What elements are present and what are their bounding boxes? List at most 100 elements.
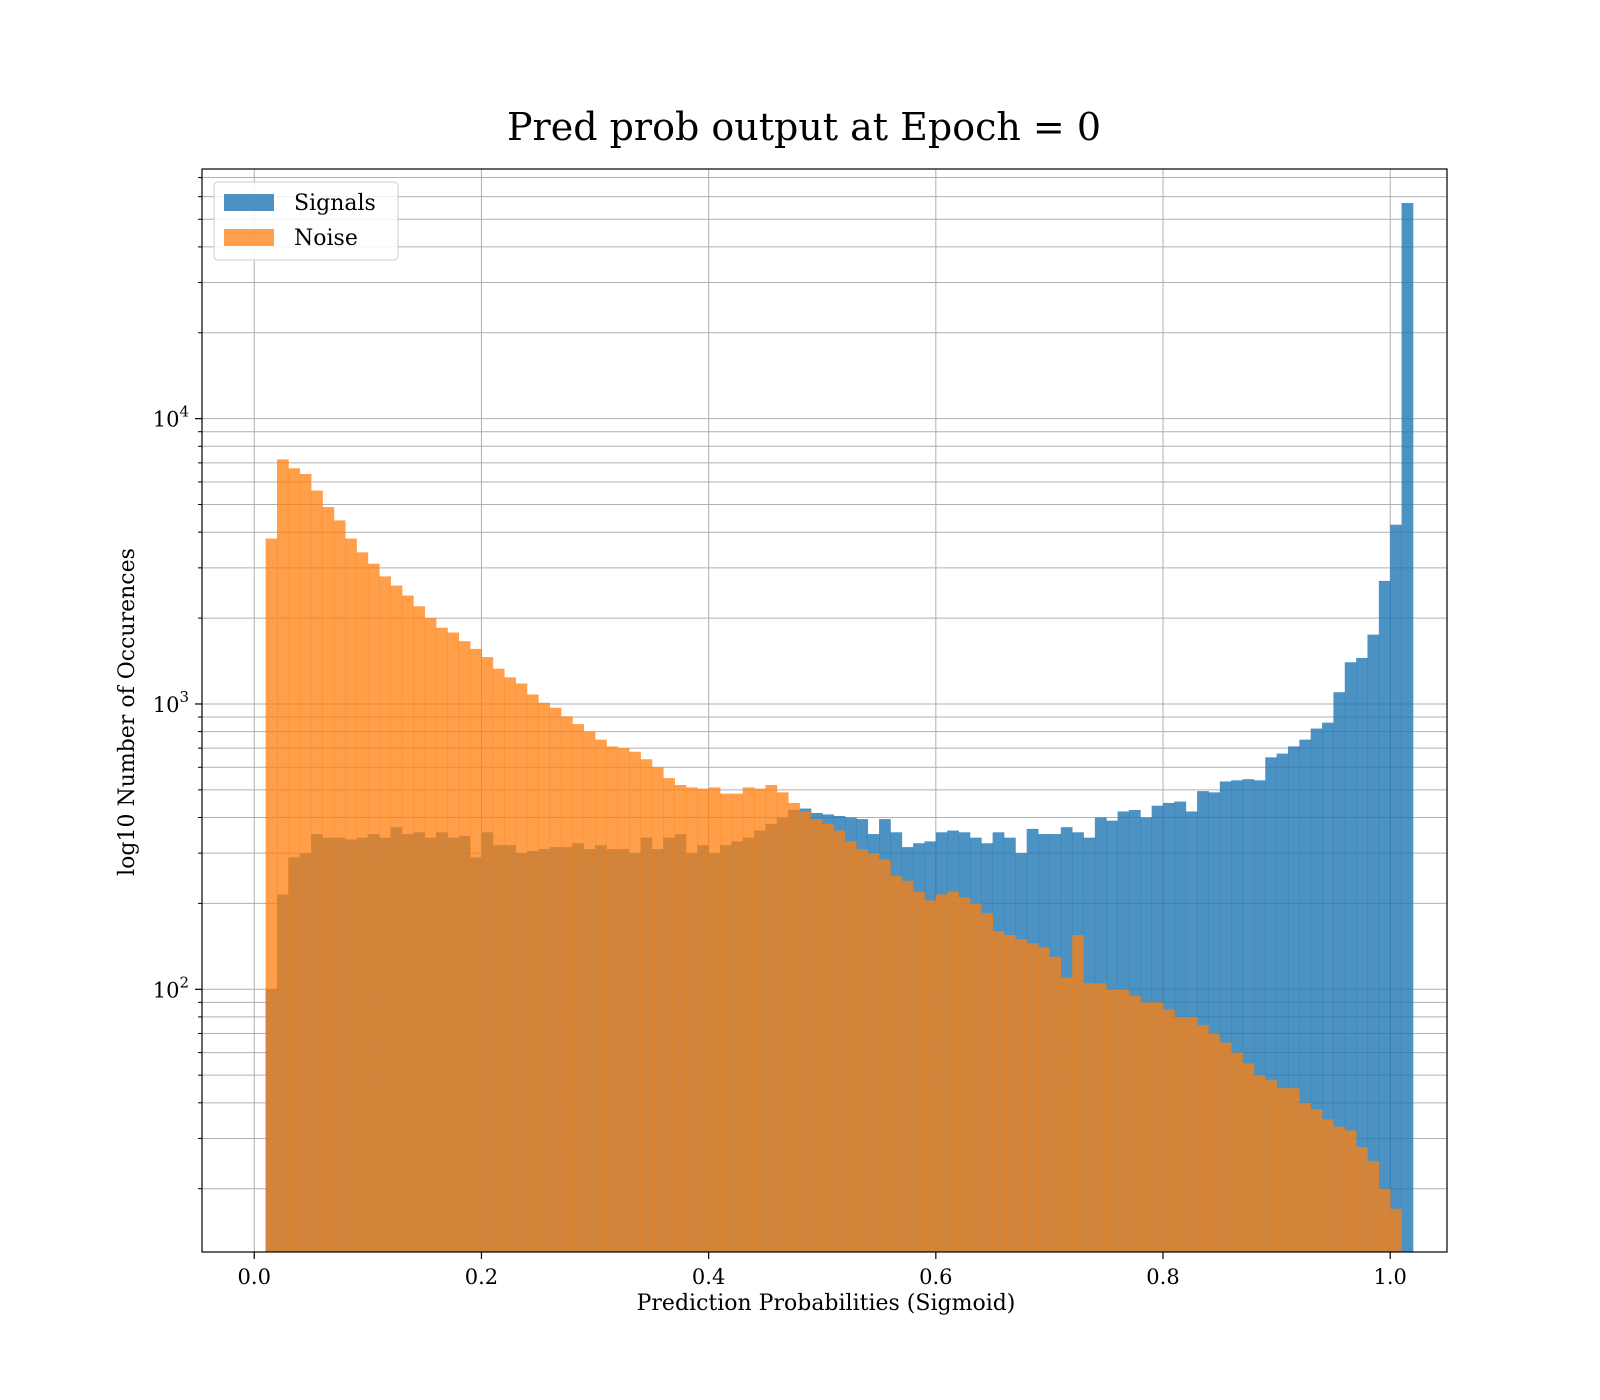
- bar-noise: [1038, 947, 1050, 1252]
- bar-noise: [1083, 983, 1096, 1252]
- bar-signals: [1242, 779, 1255, 1252]
- bar-signals: [1367, 634, 1380, 1252]
- bar-noise: [674, 784, 687, 1252]
- bar-noise: [458, 641, 471, 1252]
- bar-noise: [1026, 943, 1039, 1252]
- bar-noise: [640, 759, 653, 1252]
- bar-signals: [1231, 780, 1243, 1252]
- legend: Signals Noise: [213, 181, 399, 261]
- bar-noise: [754, 788, 766, 1252]
- bar-noise: [629, 751, 641, 1252]
- bar-noise: [390, 585, 403, 1252]
- bar-noise: [924, 900, 937, 1252]
- bar-noise: [822, 823, 834, 1252]
- bar-noise: [776, 792, 789, 1252]
- bar-noise: [288, 468, 301, 1252]
- bar-noise: [788, 802, 800, 1252]
- bar-noise: [1265, 1080, 1278, 1252]
- bar-signals: [1287, 746, 1300, 1252]
- bar-noise: [367, 563, 380, 1252]
- x-tick-label: 0.8: [1146, 1265, 1179, 1289]
- bar-noise: [1151, 1002, 1164, 1252]
- bar-noise: [436, 627, 448, 1252]
- bar-signals: [1401, 203, 1414, 1252]
- bar-noise: [765, 784, 778, 1252]
- legend-label-signals: Signals: [294, 191, 376, 216]
- bar-noise: [697, 788, 710, 1252]
- bar-noise: [1299, 1102, 1312, 1252]
- bar-noise: [901, 880, 914, 1252]
- bars: [265, 203, 1414, 1252]
- y-tick-label: 103: [153, 688, 189, 717]
- bar-signals: [1253, 780, 1266, 1252]
- bar-noise: [299, 473, 312, 1252]
- bar-noise: [560, 716, 573, 1252]
- bar-signals: [1310, 728, 1323, 1252]
- bar-noise: [992, 931, 1005, 1252]
- bar-signals: [1208, 792, 1221, 1252]
- bar-noise: [1390, 1208, 1402, 1252]
- bar-noise: [1322, 1119, 1334, 1252]
- bar-noise: [606, 746, 619, 1252]
- bar-noise: [1015, 939, 1028, 1252]
- bar-noise: [515, 683, 528, 1252]
- bar-noise: [913, 891, 925, 1252]
- bar-noise: [379, 576, 391, 1252]
- bar-noise: [1094, 983, 1107, 1252]
- bar-signals: [1378, 580, 1391, 1252]
- bar-signals: [1299, 739, 1312, 1252]
- bar-noise: [276, 459, 289, 1252]
- bar-noise: [424, 618, 437, 1252]
- bar-noise: [345, 538, 357, 1252]
- bar-noise: [1140, 1002, 1153, 1252]
- bar-signals: [1265, 757, 1278, 1252]
- bar-noise: [1344, 1130, 1357, 1252]
- bar-noise: [1367, 1161, 1380, 1252]
- bar-noise: [844, 841, 857, 1252]
- bar-noise: [833, 830, 846, 1252]
- bar-noise: [583, 731, 596, 1252]
- bar-noise: [947, 891, 959, 1252]
- bar-noise: [1197, 1024, 1209, 1252]
- bar-noise: [1072, 934, 1084, 1252]
- bar-noise: [1208, 1033, 1221, 1252]
- bar-noise: [1253, 1075, 1266, 1252]
- bar-noise: [1163, 1009, 1175, 1252]
- bar-noise: [595, 739, 607, 1252]
- bar-signals: [1322, 722, 1334, 1252]
- bar-noise: [1242, 1063, 1255, 1252]
- bar-noise: [311, 490, 323, 1252]
- bar-signals: [1219, 781, 1232, 1252]
- bar-noise: [333, 520, 346, 1252]
- legend-swatch-noise: [224, 229, 274, 246]
- bar-noise: [265, 538, 278, 1252]
- bar-noise: [549, 707, 562, 1252]
- y-tick-label: 102: [153, 973, 189, 1002]
- bar-noise: [890, 875, 903, 1252]
- bar-noise: [1310, 1109, 1323, 1252]
- series-noise: [265, 459, 1402, 1252]
- x-tick-label: 0.2: [465, 1265, 498, 1289]
- bar-noise: [742, 787, 755, 1252]
- plot-area: 0.0 0.2 0.4 0.6 0.8 1.0 102 103 104: [153, 168, 1448, 1289]
- bar-noise: [1231, 1052, 1243, 1252]
- bar-noise: [504, 677, 516, 1252]
- x-tick-label: 0.0: [238, 1265, 271, 1289]
- bar-noise: [356, 552, 369, 1252]
- bar-noise: [719, 793, 732, 1252]
- bar-noise: [322, 507, 335, 1252]
- bar-noise: [413, 606, 426, 1252]
- bar-noise: [856, 849, 869, 1252]
- bar-noise: [1003, 934, 1016, 1252]
- bar-noise: [1185, 1016, 1198, 1252]
- bar-noise: [1117, 989, 1130, 1252]
- bar-noise: [799, 811, 812, 1252]
- bar-noise: [1356, 1147, 1368, 1252]
- bar-noise: [810, 819, 823, 1252]
- bar-noise: [1219, 1042, 1232, 1252]
- bar-noise: [1276, 1088, 1289, 1252]
- legend-label-noise: Noise: [294, 226, 358, 251]
- bar-noise: [617, 748, 630, 1252]
- bar-noise: [401, 595, 414, 1252]
